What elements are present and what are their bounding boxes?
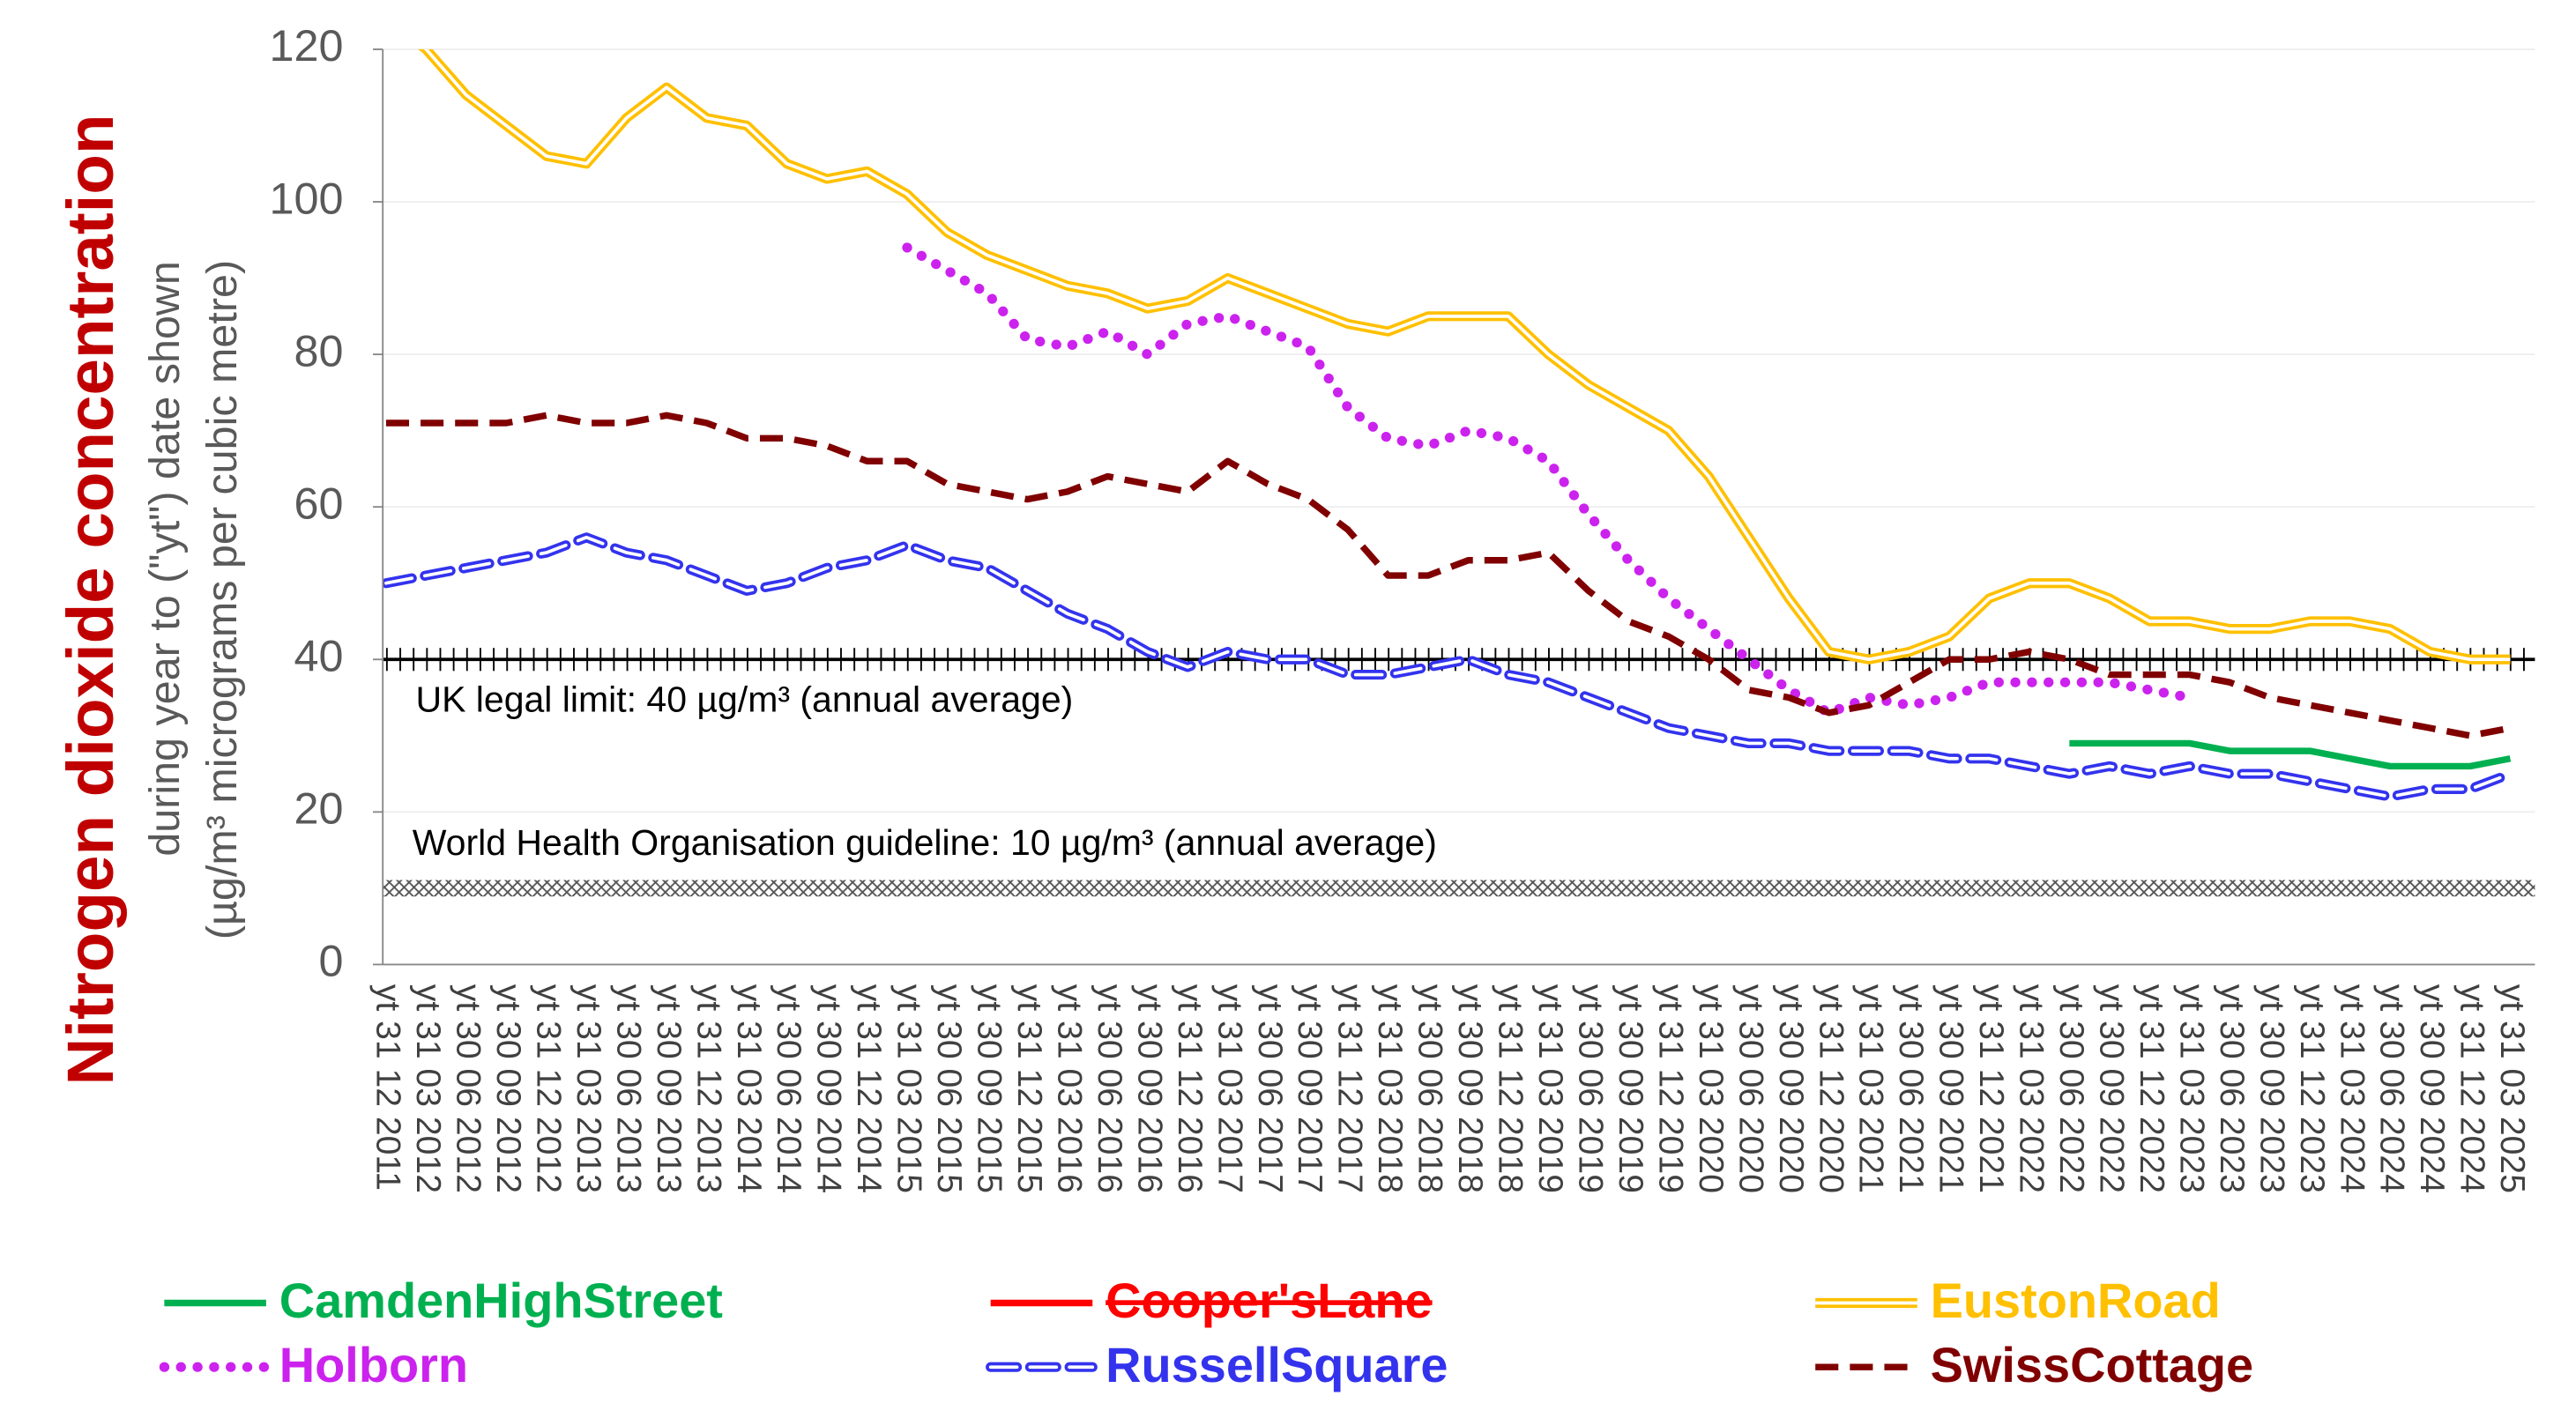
legend-label: EustonRoad bbox=[1931, 1273, 2221, 1328]
y-tick-label: 20 bbox=[294, 783, 344, 834]
x-tick-label: yt 30 06 2017 bbox=[1251, 984, 1289, 1193]
legend-label: CamdenHighStreet bbox=[279, 1273, 723, 1328]
series-line-core bbox=[423, 48, 2511, 662]
x-tick-label: yt 31 03 2016 bbox=[1050, 984, 1088, 1193]
y-tick-label: 60 bbox=[294, 478, 344, 528]
x-tick-label: yt 31 03 2022 bbox=[2013, 984, 2051, 1193]
x-tick-label: yt 30 06 2024 bbox=[2373, 984, 2411, 1193]
x-tick-label: yt 31 03 2015 bbox=[890, 984, 928, 1193]
x-tick-label: yt 31 12 2023 bbox=[2293, 984, 2331, 1193]
x-tick-label: yt 31 03 2017 bbox=[1210, 984, 1248, 1193]
plot-lines bbox=[383, 48, 2516, 802]
x-tick-label: yt 31 12 2012 bbox=[529, 984, 567, 1193]
series-line bbox=[2069, 739, 2512, 770]
x-tick-label: yt 30 06 2020 bbox=[1731, 984, 1769, 1193]
x-tick-label: yt 31 03 2025 bbox=[2493, 984, 2531, 1193]
x-tick-label: yt 30 06 2016 bbox=[1091, 984, 1128, 1193]
legend: CamdenHighStreet Cooper'sLane EustonRoad Ho… bbox=[159, 1273, 2254, 1392]
y-axis-title: Nitrogen dioxide concentration bbox=[54, 115, 127, 1086]
x-tick-label: yt 30 09 2023 bbox=[2252, 984, 2290, 1193]
x-tick-label: yt 31 12 2022 bbox=[2133, 984, 2170, 1193]
x-tick-label: yt 31 12 2019 bbox=[1651, 984, 1689, 1193]
legend-label: Cooper'sLane bbox=[1106, 1273, 1432, 1328]
guideline-label: World Health Organisation guideline: 10 … bbox=[413, 822, 1437, 863]
x-tick-label: yt 30 09 2016 bbox=[1130, 984, 1168, 1193]
x-tick-label: yt 30 09 2012 bbox=[489, 984, 527, 1193]
legend-label: SwissCottage bbox=[1931, 1337, 2254, 1392]
x-tick-label: yt 30 09 2018 bbox=[1451, 984, 1489, 1193]
x-tick-label: yt 31 03 2021 bbox=[1852, 984, 1890, 1193]
x-tick-label: yt 31 12 2015 bbox=[1010, 984, 1048, 1193]
reference-lines: UK legal limit: 40 µg/m³ (annual average… bbox=[383, 648, 2535, 897]
x-tick-label: yt 30 06 2018 bbox=[1411, 984, 1449, 1193]
x-tick-label: yt 30 06 2014 bbox=[770, 984, 808, 1193]
x-tick-label: yt 31 03 2019 bbox=[1531, 984, 1569, 1193]
y-axis-subtitle: (µg/m³ micrograms per cubic metre) bbox=[198, 260, 246, 939]
x-tick-label: yt 30 09 2024 bbox=[2413, 984, 2451, 1193]
x-tick-label: yt 31 03 2018 bbox=[1371, 984, 1409, 1193]
legend-label: RussellSquare bbox=[1106, 1337, 1448, 1392]
y-tick-label: 120 bbox=[270, 20, 344, 71]
x-tick-label: yt 30 06 2019 bbox=[1571, 984, 1609, 1193]
x-tick-label: yt 31 03 2024 bbox=[2333, 984, 2371, 1193]
series-line-core bbox=[384, 535, 2513, 798]
legend-label: Holborn bbox=[279, 1337, 468, 1392]
x-tick-label: yt 31 03 2014 bbox=[730, 984, 768, 1193]
guideline-band bbox=[383, 880, 2535, 897]
x-tick-label: yt 31 12 2014 bbox=[850, 984, 888, 1193]
x-tick-label: yt 31 03 2012 bbox=[409, 984, 447, 1193]
x-tick-label: yt 31 12 2020 bbox=[1812, 984, 1850, 1193]
series-line bbox=[385, 412, 2512, 739]
x-tick-label: yt 30 09 2020 bbox=[1772, 984, 1810, 1193]
y-tick-label: 80 bbox=[294, 325, 344, 375]
x-tick-label: yt 31 03 2020 bbox=[1692, 984, 1730, 1193]
x-tick-label: yt 30 06 2012 bbox=[450, 984, 488, 1193]
limit-label: UK legal limit: 40 µg/m³ (annual average… bbox=[415, 679, 1073, 720]
x-tick-label: yt 30 06 2022 bbox=[2052, 984, 2090, 1193]
series-line bbox=[902, 242, 2195, 718]
x-tick-label: yt 30 06 2021 bbox=[1892, 984, 1930, 1193]
x-tick-label: yt 30 09 2021 bbox=[1932, 984, 1970, 1193]
x-tick-label: yt 30 06 2023 bbox=[2213, 984, 2251, 1193]
x-tick-label: yt 31 12 2016 bbox=[1171, 984, 1209, 1193]
x-tick-label: yt 30 06 2013 bbox=[609, 984, 647, 1193]
x-tick-label: yt 30 06 2015 bbox=[930, 984, 968, 1193]
y-tick-label: 40 bbox=[294, 631, 344, 681]
x-tick-label: yt 31 12 2024 bbox=[2453, 984, 2491, 1193]
x-tick-label: yt 31 03 2023 bbox=[2172, 984, 2210, 1193]
x-tick-label: yt 30 09 2022 bbox=[2092, 984, 2130, 1193]
y-tick-label: 0 bbox=[318, 936, 343, 986]
x-tick-label: yt 30 09 2017 bbox=[1291, 984, 1329, 1193]
x-tick-label: yt 30 09 2014 bbox=[810, 984, 848, 1193]
x-tick-label: yt 31 12 2021 bbox=[1972, 984, 2010, 1193]
x-tick-label: yt 31 12 2011 bbox=[369, 984, 407, 1191]
x-tick-label: yt 30 09 2019 bbox=[1612, 984, 1649, 1193]
y-tick-label: 100 bbox=[270, 173, 344, 223]
x-tick-label: yt 30 09 2013 bbox=[650, 984, 688, 1193]
y-axis-subtitle: during year to ("yt") date shown bbox=[141, 261, 189, 857]
x-tick-label: yt 31 12 2013 bbox=[689, 984, 727, 1193]
x-tick-label: yt 31 03 2013 bbox=[570, 984, 607, 1193]
x-tick-label: yt 31 12 2018 bbox=[1492, 984, 1530, 1193]
x-tick-label: yt 30 09 2015 bbox=[971, 984, 1009, 1193]
x-tick-label: yt 31 12 2017 bbox=[1331, 984, 1369, 1193]
